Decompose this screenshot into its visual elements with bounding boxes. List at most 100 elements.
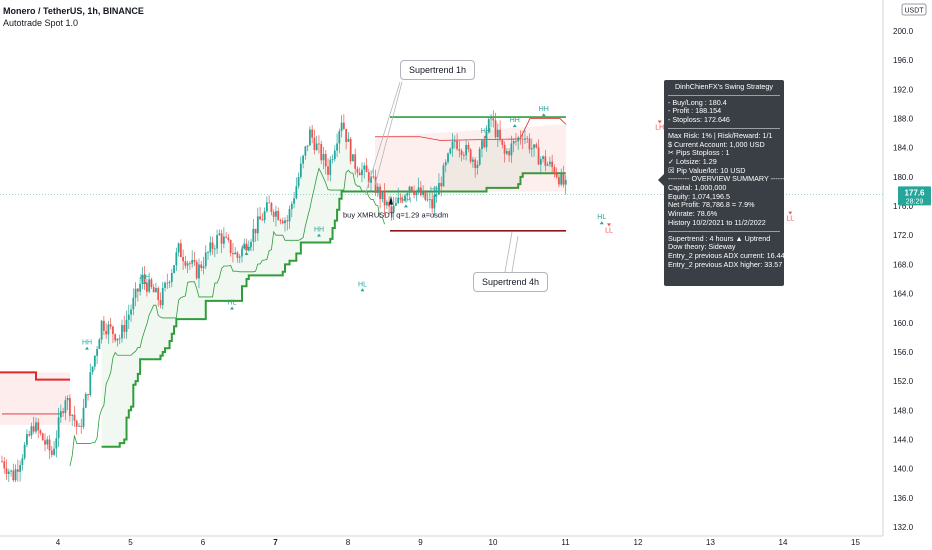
swing-marker xyxy=(143,281,147,284)
candle-body xyxy=(508,151,511,156)
time-tick-label: 10 xyxy=(489,538,498,547)
candle-body xyxy=(75,420,78,427)
swing-label: HH xyxy=(314,227,324,234)
panel-line: ✂ Pips Stoploss : 1 xyxy=(668,148,730,158)
candle-body xyxy=(64,400,67,414)
candle-body xyxy=(150,279,153,288)
candle-body xyxy=(247,246,250,251)
candle-body xyxy=(306,145,309,147)
candle-body xyxy=(232,253,234,255)
candle-body xyxy=(277,211,280,220)
swing-marker xyxy=(360,288,365,292)
price-tick-label: 200.0 xyxy=(893,27,914,36)
candle-body xyxy=(265,202,268,212)
candle-body xyxy=(279,219,282,221)
candle-body xyxy=(322,153,325,161)
candle-body xyxy=(259,216,261,220)
candle-body xyxy=(125,319,128,332)
candle-body xyxy=(315,143,318,150)
candle-body xyxy=(175,252,178,266)
candle-body xyxy=(501,140,504,145)
candle-body xyxy=(302,155,305,164)
candle-body xyxy=(299,163,302,177)
candle-body xyxy=(530,148,533,150)
candle-body xyxy=(127,314,130,320)
candle-body xyxy=(252,228,255,242)
candle-body xyxy=(177,243,180,253)
candle-body xyxy=(374,176,377,194)
candle-body xyxy=(229,239,232,254)
candle-body xyxy=(560,173,563,185)
candle-body xyxy=(456,140,458,150)
candle-body xyxy=(422,190,425,196)
candle-body xyxy=(21,458,24,466)
candle-body xyxy=(234,252,237,255)
candle-body xyxy=(342,122,345,129)
candle-body xyxy=(503,144,506,154)
swing-marker xyxy=(85,346,89,350)
candle-body xyxy=(419,187,422,196)
candle-body xyxy=(496,129,499,138)
candle-body xyxy=(512,140,515,144)
candle-body xyxy=(57,417,60,439)
last-price-tag xyxy=(898,186,931,206)
candle-body xyxy=(23,444,26,459)
candle-body xyxy=(69,397,71,416)
panel-line: Supertrend : 4 hours ▲ Uptrend xyxy=(668,233,771,243)
swing-marker xyxy=(244,251,249,255)
supertrend-bearish-fill xyxy=(0,372,70,425)
callout-pointer xyxy=(504,231,513,273)
candle-body xyxy=(236,252,239,258)
candle-body xyxy=(139,283,142,292)
candle-body xyxy=(505,151,508,154)
candle-body xyxy=(44,440,46,445)
swing-label: LH xyxy=(655,124,664,131)
candle-body xyxy=(381,191,384,200)
candle-body xyxy=(19,465,22,472)
candle-body xyxy=(358,172,361,176)
panel-line: Entry_2 previous ADX current: 16.44 xyxy=(668,250,784,260)
panel-line: Capital: 1,000,000 xyxy=(668,183,727,193)
candle-body xyxy=(288,209,291,222)
swing-label: HH xyxy=(430,186,440,193)
indicator-title: Autotrade Spot 1.0 xyxy=(3,18,79,28)
candle-body xyxy=(238,256,241,258)
price-tick-label: 160.0 xyxy=(893,319,914,328)
candle-body xyxy=(170,272,173,283)
swing-label: LL xyxy=(786,216,794,223)
candle-body xyxy=(62,411,65,414)
candle-body xyxy=(533,144,535,149)
candle-body xyxy=(116,338,119,341)
supertrend-4h-line xyxy=(101,172,566,448)
candle-body xyxy=(494,120,497,138)
time-tick-label: 7 xyxy=(273,538,278,547)
candle-body xyxy=(152,287,155,293)
candle-body xyxy=(250,241,252,247)
panel-line: Max Risk: 1% | Risk/Reward: 1/1 xyxy=(668,130,773,140)
candle-body xyxy=(515,140,517,142)
candle-body xyxy=(311,129,314,138)
candle-body xyxy=(483,140,486,148)
candle-body xyxy=(329,159,332,175)
candle-body xyxy=(59,411,62,418)
candle-body xyxy=(211,242,214,249)
candle-body xyxy=(331,159,334,160)
candle-body xyxy=(526,138,529,140)
panel-line: - Profit : 188.154 xyxy=(668,106,722,116)
candle-body xyxy=(469,149,472,162)
candle-body xyxy=(123,325,126,332)
candle-body xyxy=(148,279,151,292)
swing-marker xyxy=(317,233,321,237)
price-tick-label: 164.0 xyxy=(893,290,914,299)
panel-line: - Stoploss: 172.646 xyxy=(668,115,730,125)
candle-body xyxy=(542,156,544,160)
candle-body xyxy=(313,137,316,150)
candle-body xyxy=(32,426,35,432)
symbol-title: Monero / TetherUS, 1h, BINANCE xyxy=(3,6,144,16)
candle-body xyxy=(370,176,372,183)
candle-body xyxy=(320,143,323,161)
candle-body xyxy=(361,169,363,176)
panel-line: ☒ Pip Value/lot: 10 USD xyxy=(668,165,746,175)
candle-body xyxy=(340,122,343,132)
